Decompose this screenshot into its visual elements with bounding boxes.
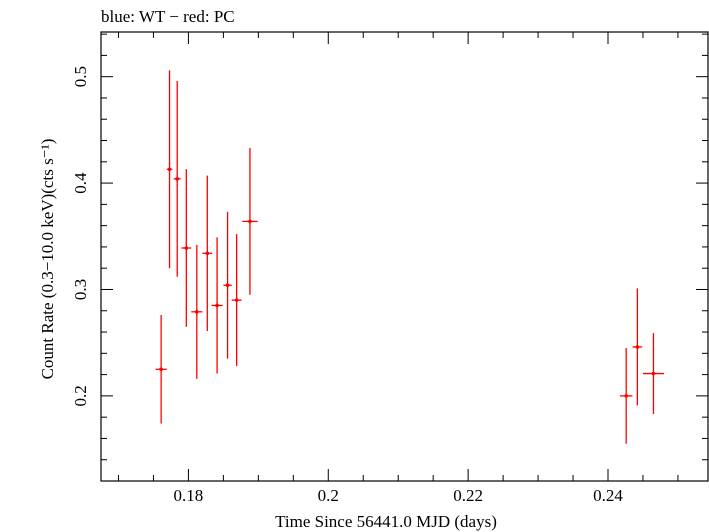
data-point — [155, 315, 167, 424]
data-point — [202, 175, 213, 331]
point-marker — [624, 394, 628, 398]
y-axis-label: Count Rate (0.3−10.0 keV)(cts s⁻¹) — [38, 139, 57, 380]
x-tick-label: 0.18 — [174, 486, 204, 505]
point-marker — [234, 298, 239, 302]
y-tick-label: 0.4 — [71, 172, 90, 194]
plot-frame — [100, 31, 709, 482]
point-marker — [215, 303, 219, 308]
point-marker — [635, 345, 640, 349]
data-point — [166, 70, 173, 269]
point-marker — [159, 367, 163, 372]
point-marker — [184, 246, 189, 250]
data-point — [223, 211, 232, 359]
point-marker — [651, 371, 656, 376]
chart-title: blue: WT − red: PC — [101, 7, 235, 26]
data-points — [155, 70, 664, 444]
data-point — [173, 80, 181, 277]
plot-border — [100, 31, 709, 482]
point-marker — [248, 219, 252, 224]
y-tick-label: 0.2 — [71, 385, 90, 406]
data-point — [632, 288, 643, 406]
point-marker — [175, 177, 180, 181]
x-axis-label: Time Since 56441.0 MJD (days) — [275, 512, 497, 531]
x-tick-label: 0.2 — [318, 486, 339, 505]
data-point — [191, 244, 203, 379]
point-marker — [225, 283, 230, 288]
x-axis-ticks: 0.18 0.2 0.22 0.24 — [117, 32, 679, 505]
y-tick-label: 0.3 — [71, 279, 90, 300]
y-axis-ticks: 0.2 0.3 0.4 0.5 — [71, 33, 708, 482]
data-point — [181, 169, 192, 327]
point-marker — [205, 251, 210, 256]
data-point — [211, 237, 223, 374]
point-marker — [167, 167, 172, 172]
data-point — [642, 333, 664, 414]
x-tick-label: 0.24 — [593, 486, 623, 505]
data-point — [619, 348, 633, 444]
data-point — [242, 147, 258, 295]
y-tick-label: 0.5 — [71, 66, 90, 87]
data-point — [231, 234, 242, 367]
point-marker — [195, 310, 199, 314]
x-tick-label: 0.22 — [453, 486, 483, 505]
